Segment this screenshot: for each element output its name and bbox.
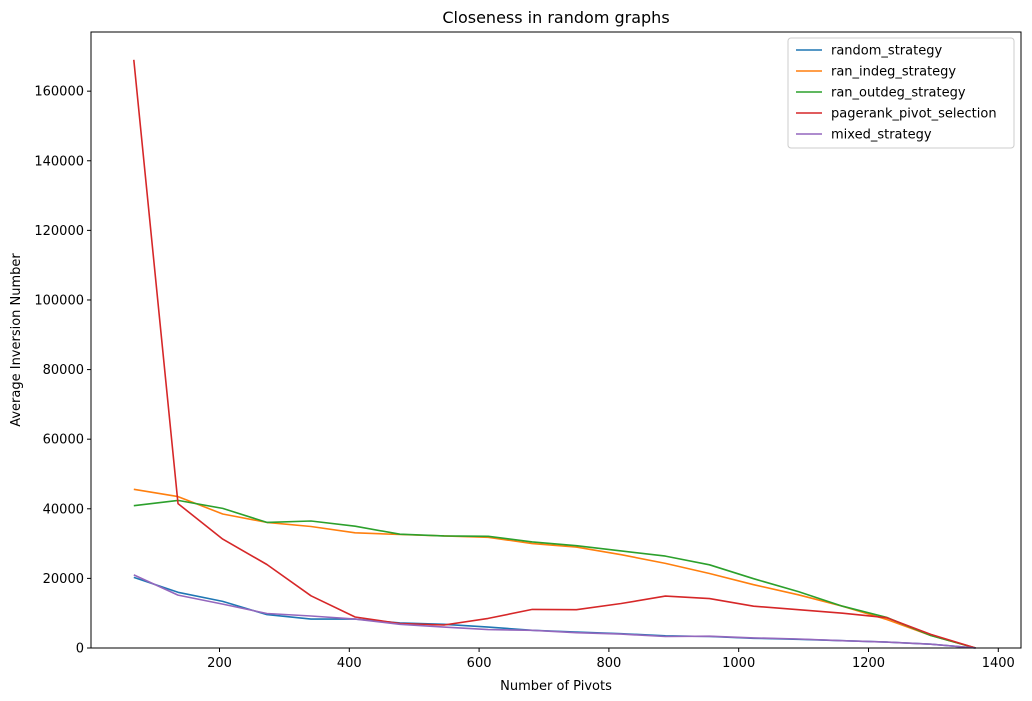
x-tick-label: 400: [337, 656, 362, 671]
legend-label: pagerank_pivot_selection: [831, 107, 997, 122]
y-tick-label: 40000: [43, 502, 84, 517]
legend-frame: [787, 37, 1015, 149]
legend-label: ran_indeg_strategy: [831, 65, 956, 80]
y-axis-label: Average Inversion Number: [9, 253, 24, 427]
y-axis: 0 20000 40000 60000 80000 100000 120000 140000 1…: [34, 85, 91, 657]
x-tick-label: 1200: [852, 656, 885, 671]
y-tick-label: 0: [76, 642, 84, 657]
x-axis: 200 400 600 800 1000 1200 1400: [207, 648, 1015, 671]
x-tick-label: 200: [207, 656, 232, 671]
x-axis-label: Number of Pivots: [500, 679, 612, 694]
legend: random_strategy ran_indeg_strategy ran_out…: [787, 37, 1015, 149]
x-tick-label: 1400: [982, 656, 1015, 671]
y-tick-label: 120000: [34, 224, 84, 239]
series-line-pagerank-pivot-selection: [133, 59, 976, 649]
x-tick-label: 1000: [722, 656, 755, 671]
series-line-mixed-strategy: [133, 574, 976, 649]
chart-title: Closeness in random graphs: [442, 8, 669, 27]
y-tick-label: 60000: [43, 433, 84, 448]
x-tick-label: 800: [596, 656, 621, 671]
legend-label: mixed_strategy: [831, 128, 932, 143]
y-tick-label: 20000: [43, 572, 84, 587]
y-tick-label: 160000: [34, 85, 84, 100]
y-tick-label: 100000: [34, 293, 84, 308]
legend-label: ran_outdeg_strategy: [831, 86, 966, 101]
x-tick-label: 600: [467, 656, 492, 671]
series-lines: [133, 59, 976, 649]
series-line-ran-outdeg-strategy: [133, 499, 976, 649]
legend-label: random_strategy: [831, 44, 942, 59]
plot-frame: [90, 31, 1022, 649]
y-tick-label: 80000: [43, 363, 84, 378]
y-tick-label: 140000: [34, 154, 84, 169]
